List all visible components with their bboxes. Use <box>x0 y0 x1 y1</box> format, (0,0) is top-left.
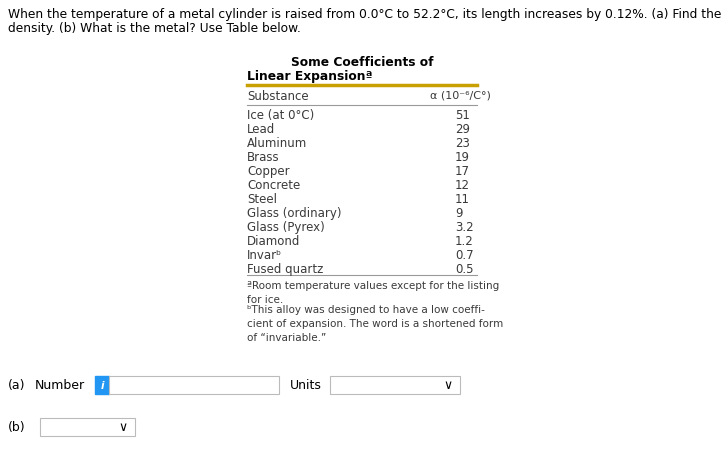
Text: Fused quartz: Fused quartz <box>247 263 323 275</box>
Text: 29: 29 <box>455 123 470 136</box>
Text: Diamond: Diamond <box>247 234 300 248</box>
Text: 23: 23 <box>455 136 470 150</box>
FancyBboxPatch shape <box>40 418 135 436</box>
Text: Brass: Brass <box>247 151 279 164</box>
Text: 19: 19 <box>455 151 470 164</box>
Text: ᵇThis alloy was designed to have a low coeffi-
cient of expansion. The word is a: ᵇThis alloy was designed to have a low c… <box>247 304 503 342</box>
Text: ∨: ∨ <box>443 379 453 392</box>
Text: 11: 11 <box>455 192 470 206</box>
Text: Units: Units <box>290 379 322 392</box>
Text: Substance: Substance <box>247 90 308 103</box>
Text: Glass (Pyrex): Glass (Pyrex) <box>247 221 325 233</box>
Text: 0.5: 0.5 <box>455 263 474 275</box>
Text: 3.2: 3.2 <box>455 221 474 233</box>
Text: 9: 9 <box>455 207 463 219</box>
Text: ªRoom temperature values except for the listing
for ice.: ªRoom temperature values except for the … <box>247 280 499 304</box>
Text: Invarᵇ: Invarᵇ <box>247 248 282 262</box>
Text: (a): (a) <box>8 379 25 392</box>
Text: α (10⁻⁶/C°): α (10⁻⁶/C°) <box>430 90 491 100</box>
Text: Some Coefficients of: Some Coefficients of <box>291 56 433 69</box>
Text: 12: 12 <box>455 179 470 192</box>
FancyBboxPatch shape <box>95 376 109 394</box>
Text: 51: 51 <box>455 109 470 122</box>
Text: 1.2: 1.2 <box>455 234 474 248</box>
Text: (b): (b) <box>8 420 25 434</box>
Text: Concrete: Concrete <box>247 179 300 192</box>
Text: Linear Expansionª: Linear Expansionª <box>247 70 373 83</box>
Text: Ice (at 0°C): Ice (at 0°C) <box>247 109 314 122</box>
Text: Glass (ordinary): Glass (ordinary) <box>247 207 342 219</box>
Text: density. (b) What is the metal? Use Table below.: density. (b) What is the metal? Use Tabl… <box>8 22 301 35</box>
Text: ∨: ∨ <box>118 420 128 434</box>
Text: Lead: Lead <box>247 123 275 136</box>
Text: Number: Number <box>35 379 85 392</box>
Text: Aluminum: Aluminum <box>247 136 308 150</box>
Text: When the temperature of a metal cylinder is raised from 0.0°C to 52.2°C, its len: When the temperature of a metal cylinder… <box>8 8 722 21</box>
Text: 0.7: 0.7 <box>455 248 474 262</box>
FancyBboxPatch shape <box>109 376 279 394</box>
Text: Copper: Copper <box>247 165 290 177</box>
Text: Steel: Steel <box>247 192 277 206</box>
Text: i: i <box>100 380 104 390</box>
Text: 17: 17 <box>455 165 470 177</box>
FancyBboxPatch shape <box>330 376 460 394</box>
